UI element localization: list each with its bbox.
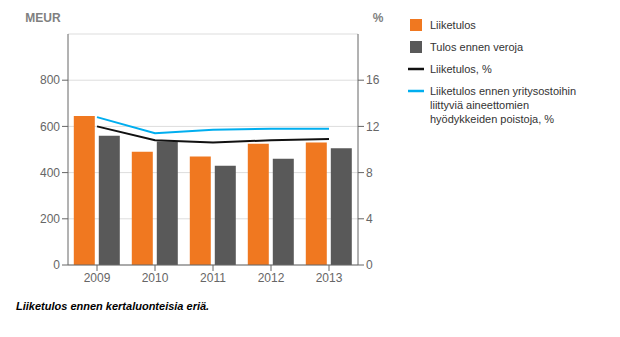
- html-text:Tulos ennen veroja: Tulos ennen veroja: [430, 41, 524, 53]
- html-text:Liiketulos, %: Liiketulos, %: [430, 63, 492, 75]
- svg-text:4: 4: [366, 212, 373, 226]
- svg-text:400: 400: [40, 166, 60, 180]
- svg-text:8: 8: [366, 166, 373, 180]
- svg-text:2013: 2013: [316, 271, 343, 285]
- svg-text:2009: 2009: [84, 271, 111, 285]
- svg-text:200: 200: [40, 212, 60, 226]
- svg-text:800: 800: [40, 73, 60, 87]
- svg-text:2011: 2011: [200, 271, 226, 285]
- html-text:Liiketulos ennen yritysostoihi: Liiketulos ennen yritysostoihin liittyvi…: [430, 85, 577, 125]
- svg-text:12: 12: [366, 120, 380, 134]
- svg-text:%: %: [373, 11, 384, 25]
- svg-text:MEUR: MEUR: [25, 11, 61, 25]
- svg-text:2012: 2012: [258, 271, 285, 285]
- html-text:Liiketulos ennen kertaluonteis: Liiketulos ennen kertaluonteisia eriä.: [16, 300, 210, 312]
- svg-text:2010: 2010: [142, 271, 169, 285]
- svg-text:16: 16: [366, 73, 380, 87]
- svg-text:0: 0: [366, 258, 373, 272]
- svg-text:0: 0: [53, 258, 60, 272]
- html-text:Liiketulos: Liiketulos: [430, 19, 476, 31]
- svg-text:600: 600: [40, 120, 60, 134]
